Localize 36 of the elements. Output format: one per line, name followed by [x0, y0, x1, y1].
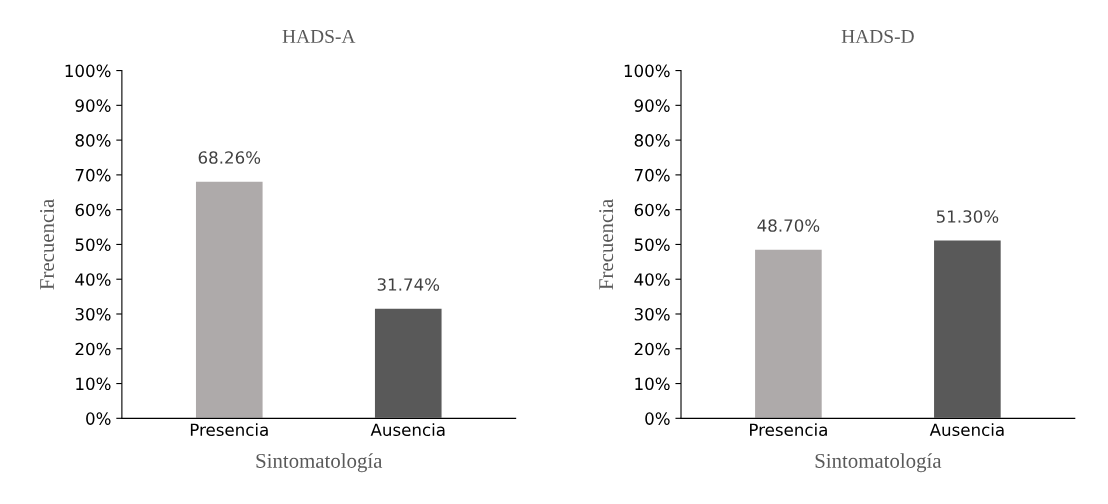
y-tick-label: 10% [76, 377, 111, 391]
x-tick-label: Presencia [750, 423, 827, 437]
y-axis-title: Frecuencia [40, 199, 55, 290]
y-tick-label: 10% [635, 377, 670, 391]
y-tick-label: 80% [634, 134, 670, 147]
data-label: 68.26% [198, 151, 261, 164]
y-tick-label: 0% [645, 412, 670, 425]
data-label: 51.30% [936, 210, 999, 223]
y-axis-title: Frecuencia [599, 199, 614, 290]
y-tick-label: 30% [75, 307, 111, 321]
data-label: 31.74% [377, 278, 440, 291]
y-tick-label: 0% [86, 412, 111, 425]
x-tick-label: Ausencia [929, 423, 1004, 437]
y-tick-label: 70% [75, 168, 111, 182]
y-tick-label: 20% [634, 342, 670, 356]
chart-title: HADS-A [282, 29, 356, 43]
x-axis-title: Sintomatología [256, 453, 383, 473]
y-tick-label: 20% [75, 342, 111, 356]
y-tick-label: 100% [65, 64, 111, 78]
y-tick-label: 70% [634, 168, 670, 182]
y-tick-label: 100% [624, 64, 670, 78]
y-tick-label: 60% [634, 203, 670, 217]
data-label: 48.70% [757, 219, 820, 232]
y-tick-label: 40% [75, 273, 111, 286]
y-tick-label: 50% [634, 238, 670, 252]
y-tick-label: 80% [75, 134, 111, 147]
y-tick-label: 30% [634, 307, 670, 321]
chart-title: HADS-D [841, 29, 914, 43]
y-tick-label: 90% [634, 99, 670, 112]
y-tick-label: 40% [634, 273, 670, 286]
x-tick-label: Presencia [190, 423, 268, 437]
x-tick-label: Ausencia [370, 423, 445, 437]
y-tick-label: 50% [75, 238, 111, 252]
y-tick-label: 60% [75, 203, 111, 217]
y-tick-label: 90% [75, 99, 111, 112]
x-axis-title: Sintomatología [815, 453, 942, 473]
